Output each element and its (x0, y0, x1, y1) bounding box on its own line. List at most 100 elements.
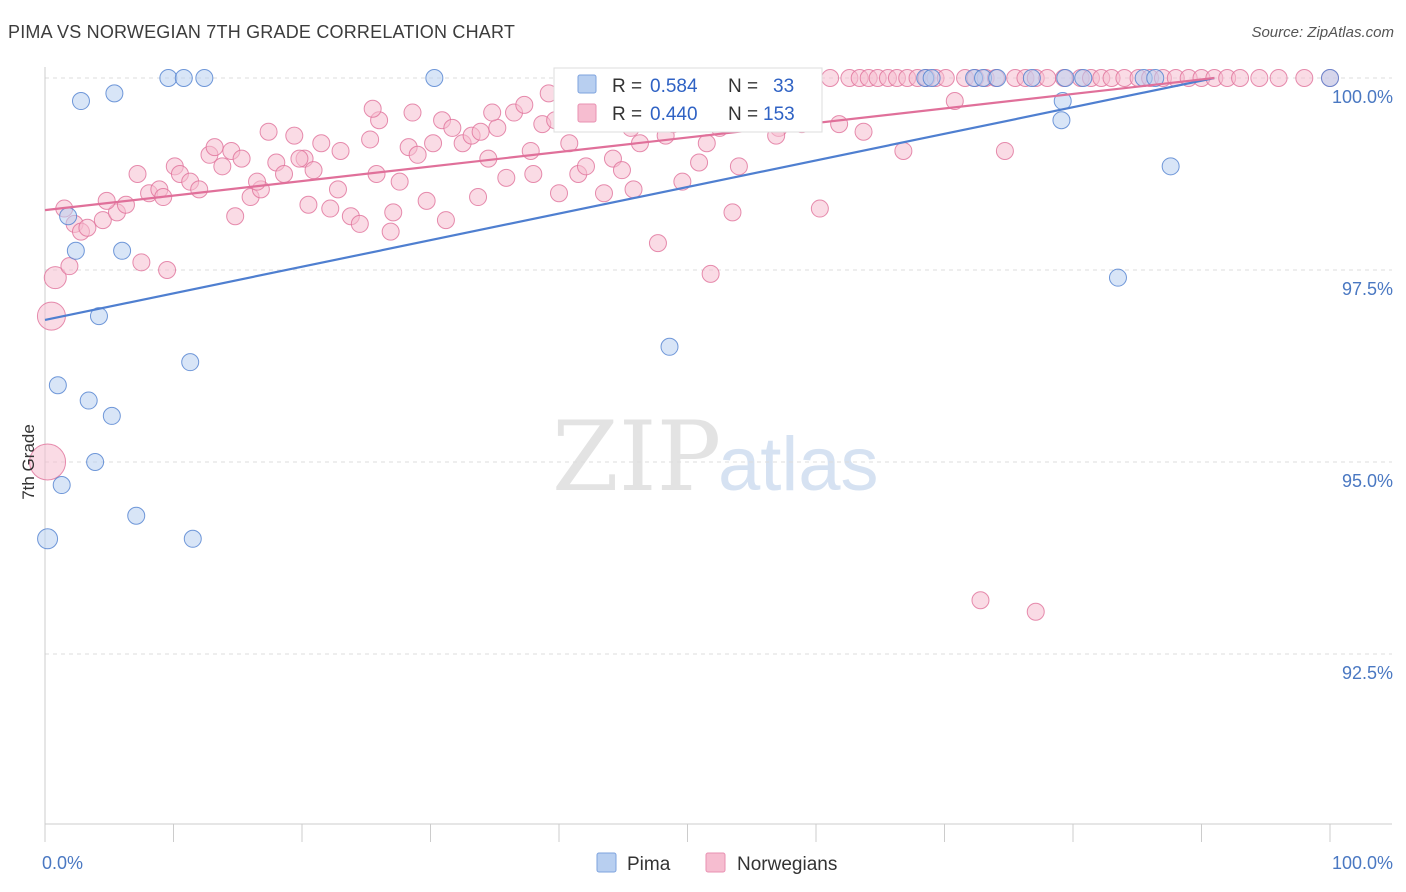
norwegians-point (471, 122, 490, 141)
norwegians-n-label: N = (728, 104, 758, 125)
pima-point (1146, 69, 1165, 87)
pima-point (102, 406, 121, 425)
source-credit: Source: ZipAtlas.com (1251, 24, 1394, 41)
norwegians-point (312, 134, 331, 153)
norwegians-point (205, 138, 224, 157)
norwegians-point (331, 141, 350, 160)
norwegians-point (488, 118, 507, 137)
pima-r-label: R = (612, 76, 642, 97)
norwegians-point (275, 165, 294, 183)
norwegians-point (971, 591, 990, 610)
norwegians-point (60, 257, 79, 276)
norwegians-point (132, 253, 151, 272)
norwegians-point (854, 122, 873, 141)
pima-point (660, 337, 679, 356)
norwegians-point (417, 191, 436, 210)
norwegians-point (128, 165, 147, 183)
pima-r-value: 0.584 (650, 76, 698, 97)
pima-point (922, 69, 941, 87)
norwegians-point (1295, 69, 1314, 87)
norwegians-point (213, 157, 232, 176)
legend-norwegians-swatch (705, 852, 726, 873)
pima-point (86, 453, 105, 471)
norwegians-point (1231, 69, 1250, 87)
pima-point (37, 528, 59, 550)
pima-point (127, 506, 146, 525)
norwegians-point (1250, 69, 1269, 87)
norwegians-point (226, 207, 245, 226)
pima-point (988, 69, 1007, 87)
pima-point (159, 69, 178, 87)
pima-point (79, 391, 98, 410)
legend-pima-label: Pima (627, 854, 671, 875)
watermark: ZIP atlas (552, 401, 879, 513)
norwegians-point (97, 191, 116, 210)
pima-point (1108, 268, 1127, 287)
norwegians-point (594, 184, 613, 203)
pima-point (174, 69, 193, 87)
norwegians-point (290, 149, 309, 168)
pima-trend-line (44, 76, 1215, 321)
norwegians-point (190, 180, 209, 199)
norwegians-point (624, 180, 643, 199)
norwegians-point (321, 199, 340, 218)
y-tick-label: 100.0% (1332, 87, 1393, 107)
norwegians-point (830, 115, 849, 134)
pima-point (71, 92, 90, 111)
norwegians-point (436, 211, 455, 230)
x-tick-label: 100.0% (1332, 853, 1393, 873)
norwegians-point (116, 195, 135, 214)
pima-point (1056, 69, 1075, 87)
chart-title: PIMA VS NORWEGIAN 7TH GRADE CORRELATION … (8, 22, 516, 42)
norwegians-point (576, 157, 595, 176)
y-axis-label: 7th Grade (19, 424, 38, 500)
norwegians-trend-line (44, 76, 1215, 212)
norwegians-point (612, 161, 631, 180)
norwegians-point (304, 161, 323, 180)
norwegians-point (894, 141, 913, 160)
norwegians-point (690, 153, 709, 172)
pima-point (113, 241, 132, 260)
y-tick-label: 95.0% (1342, 471, 1393, 491)
norwegians-point (403, 103, 422, 122)
norwegians-point (285, 126, 304, 145)
pima-point (1022, 69, 1041, 87)
norwegians-point (723, 203, 742, 222)
norwegians-point (361, 130, 380, 149)
norwegians-r-label: R = (612, 104, 642, 125)
norwegians-point (443, 118, 462, 137)
norwegians-point (232, 149, 251, 168)
norwegians-point (648, 234, 667, 253)
norwegians-point (424, 134, 443, 153)
watermark-atlas: atlas (718, 422, 879, 507)
norwegians-point (390, 172, 409, 191)
norwegians-point (469, 188, 488, 207)
pima-point (183, 529, 202, 548)
pima-point (66, 241, 85, 260)
stats-legend-box (553, 67, 823, 133)
pima-point (48, 376, 67, 395)
norwegians-point (1026, 602, 1045, 621)
norwegians-point (299, 195, 318, 214)
norwegians-point (78, 218, 97, 237)
norwegians-point (821, 69, 840, 87)
pima-n-label: N = (728, 76, 758, 97)
pima-point (52, 476, 71, 495)
norwegians-point (29, 443, 67, 481)
norwegians-point (729, 157, 748, 176)
norwegians-point (1269, 69, 1288, 87)
y-tick-label: 92.5% (1342, 663, 1393, 683)
pima-legend-swatch (577, 74, 597, 94)
bottom-legend: Pima Norwegians (596, 852, 837, 875)
pima-n-value: 33 (773, 76, 794, 97)
norwegians-point (259, 122, 278, 141)
norwegians-point (328, 180, 347, 199)
norwegians-point (697, 134, 716, 153)
norwegians-point (524, 165, 543, 183)
norwegians-n-value: 153 (763, 104, 795, 125)
norwegians-point (945, 92, 964, 111)
norwegians-r-value: 0.440 (650, 104, 698, 125)
norwegians-point (497, 168, 516, 187)
pima-point (59, 207, 78, 226)
